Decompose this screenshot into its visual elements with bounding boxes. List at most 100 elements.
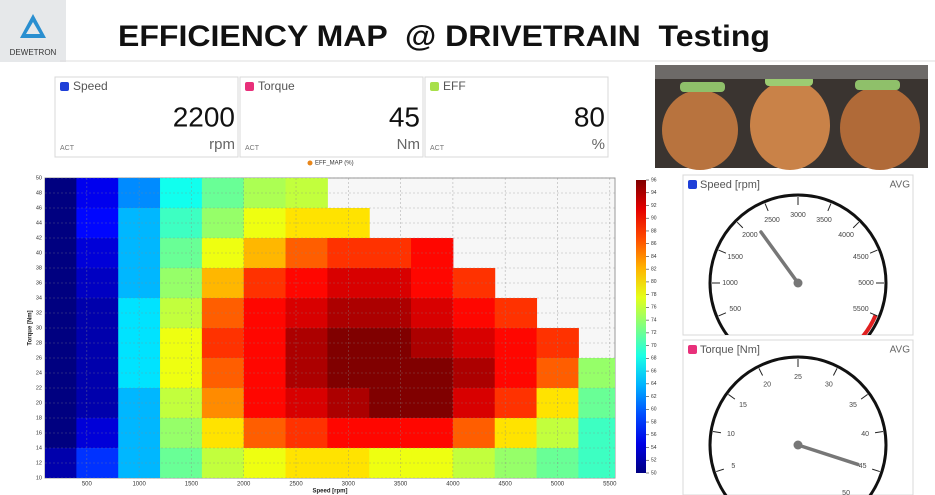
y-tick-label: 28: [36, 340, 42, 346]
x-tick-label: 4000: [446, 482, 460, 488]
y-tick-label: 20: [36, 400, 42, 406]
colorbar-label: 78: [651, 292, 657, 298]
meter: Speed 2200 ACT rpm: [54, 76, 239, 158]
gauge-tick-label: 2500: [764, 217, 780, 224]
gauge-tick-label: 3500: [816, 217, 832, 224]
gauge-needle: [796, 443, 860, 467]
gauge-tick: [718, 312, 727, 317]
gauge-tick-label: 5500: [853, 306, 869, 313]
colorbar-label: 90: [651, 216, 657, 222]
y-tick-label: 22: [36, 385, 42, 391]
gauge-tick: [718, 249, 727, 254]
meter-mode: ACT: [60, 145, 75, 152]
meter-value: 2200: [173, 101, 235, 132]
y-tick-label: 24: [36, 370, 42, 376]
colorbar-label: 92: [651, 203, 657, 209]
meter-value: 80: [574, 101, 605, 132]
photo-band: [680, 82, 725, 92]
y-tick-label: 16: [36, 430, 42, 436]
gauge-tick-label: 1000: [722, 280, 738, 287]
colorbar-label: 70: [651, 343, 657, 349]
gauge-tick-label: 500: [729, 306, 741, 313]
colorbar-label: 86: [651, 241, 657, 247]
colorbar-label: 80: [651, 279, 657, 285]
gauge-tick-label: 25: [794, 374, 802, 381]
gauge-tick: [832, 368, 838, 376]
gauge-stat: AVG: [890, 180, 911, 191]
y-tick-label: 42: [36, 235, 42, 241]
heatmap-cell: [578, 358, 615, 389]
gauge-tick: [869, 249, 878, 254]
heatmap-cell: [578, 448, 615, 478]
meter-unit: rpm: [209, 136, 235, 153]
colorbar-label: 50: [651, 470, 657, 476]
meter-box: [239, 76, 424, 158]
gauge-tick: [758, 368, 764, 376]
gauge-swatch: [688, 180, 697, 189]
meter-swatch: [60, 82, 69, 91]
gauge-tick-label: 10: [727, 431, 735, 438]
colorbar-label: 82: [651, 267, 657, 273]
gauge-arc: [708, 355, 888, 495]
x-tick-label: 1500: [185, 482, 199, 488]
gauge-tick-label: 4500: [853, 254, 869, 261]
gauge-tick-label: 20: [763, 381, 771, 388]
y-tick-label: 10: [36, 475, 42, 481]
colorbar-label: 60: [651, 407, 657, 413]
colorbar-label: 54: [651, 445, 657, 451]
x-axis-label: Speed [rpm]: [312, 489, 347, 495]
colorbar-label: 56: [651, 432, 657, 438]
meter: Torque 45 ACT Nm: [239, 76, 424, 158]
heatmap-cell: [578, 388, 615, 419]
gauge-tick-label: 15: [739, 402, 747, 409]
gauge-tick-label: 5000: [858, 280, 874, 287]
x-tick-label: 5500: [603, 482, 617, 488]
y-tick-label: 12: [36, 460, 42, 466]
gauge-title: Speed [rpm]: [700, 179, 760, 191]
meter-mode: ACT: [245, 145, 260, 152]
y-tick-label: 48: [36, 190, 42, 196]
x-tick-label: 2000: [237, 482, 251, 488]
meter-label: Speed: [73, 79, 108, 93]
colorbar-label: 72: [651, 330, 657, 336]
gauge: 500 1000 1500 2000 2500 3000 3500 4000 4500 5000 5…: [708, 193, 888, 335]
gauge-redzone: [861, 314, 878, 335]
gauge-tick: [874, 431, 884, 434]
meter-swatch: [430, 82, 439, 91]
gauge-tick-label: 50: [842, 490, 850, 495]
colorbar-label: 58: [651, 419, 657, 425]
gauge-needle: [759, 230, 800, 285]
y-tick-label: 36: [36, 280, 42, 286]
meter-swatch: [245, 82, 254, 91]
y-tick-label: 26: [36, 355, 42, 361]
meter-mode: ACT: [430, 145, 445, 152]
colorbar-label: 64: [651, 381, 657, 387]
gauge-tick: [764, 203, 769, 212]
gauge-tick-label: 5: [731, 463, 735, 470]
y-tick-label: 14: [36, 445, 42, 451]
y-axis-label: Torque [Nm]: [28, 310, 34, 345]
x-tick-label: 3500: [394, 482, 408, 488]
heatmap-cell: [578, 418, 615, 449]
meter-box: [424, 76, 609, 158]
colorbar-label: 62: [651, 394, 657, 400]
gauge-tick-label: 2000: [742, 232, 758, 239]
gauge-tick-label: 35: [849, 402, 857, 409]
meter: EFF 80 ACT%: [424, 76, 609, 158]
gauge-title: Torque [Nm]: [700, 344, 760, 356]
photo-stator: [655, 65, 928, 79]
meter-unit: %: [592, 136, 605, 153]
meter-unit: Nm: [397, 136, 420, 153]
y-tick-label: 32: [36, 310, 42, 316]
legend-label: EFF_MAP (%): [315, 161, 354, 167]
gauge-tick-label: 40: [861, 431, 869, 438]
colorbar: [636, 180, 646, 473]
photo-coil: [840, 86, 920, 170]
photo-band: [855, 80, 900, 90]
logo-icon: [20, 14, 46, 38]
photo-coil: [662, 90, 738, 170]
gauge-hub: [793, 440, 803, 450]
gauge-tick-label: 3000: [790, 212, 806, 219]
y-tick-label: 38: [36, 265, 42, 271]
